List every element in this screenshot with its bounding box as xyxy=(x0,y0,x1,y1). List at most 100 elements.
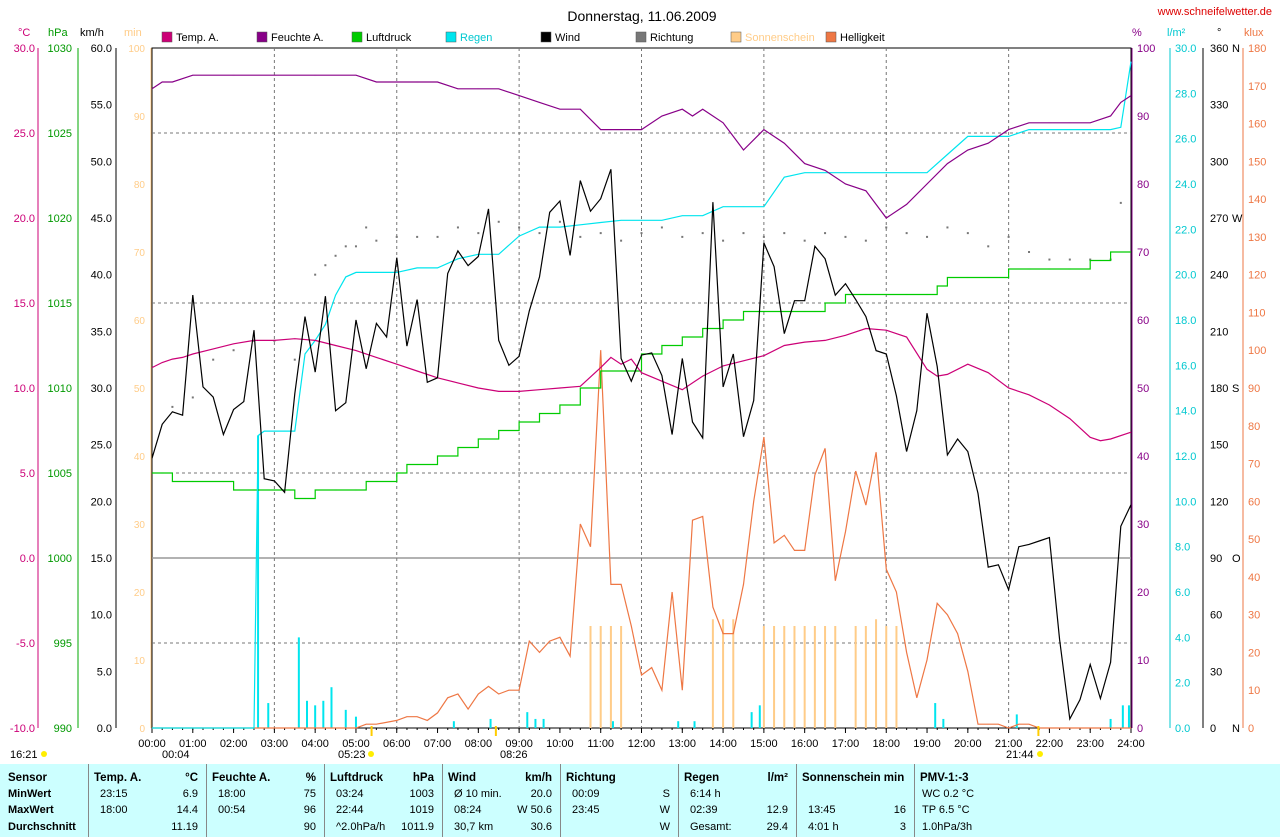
stats-regen-time: 6:14 h xyxy=(690,788,721,800)
rain-tick-label: 6.0 xyxy=(1175,587,1190,599)
wind-line-point xyxy=(395,256,398,259)
humidity-line-point xyxy=(844,183,847,186)
wind-line-point xyxy=(650,351,653,354)
site-link[interactable]: www.schneifelwetter.de xyxy=(1157,6,1272,18)
stats-luft-value: 1019 xyxy=(409,804,434,816)
humidity-line-point xyxy=(538,101,541,104)
brightness-line-point xyxy=(1007,727,1010,730)
axis-unit-klux: klux xyxy=(1244,27,1264,39)
brightness-line-point xyxy=(436,711,439,714)
brightness-line-point xyxy=(854,470,857,473)
rain-cumulative-line-point xyxy=(151,727,154,730)
stats-separator xyxy=(678,764,679,837)
sun-icon xyxy=(368,751,374,757)
temp-tick-label: -10.0 xyxy=(10,723,35,735)
wind-line-point xyxy=(599,197,602,200)
time-tick-label: 06:00 xyxy=(383,738,411,750)
stats-richtung-value: W xyxy=(659,821,670,833)
temperature-line-point xyxy=(1089,436,1092,439)
humidity-line-point xyxy=(824,169,827,172)
wind-line-point xyxy=(304,315,307,318)
wind-line-point xyxy=(701,436,704,439)
axis-unit-kmh: km/h xyxy=(80,27,104,39)
brightness-line-point xyxy=(997,723,1000,726)
axes: °C hPa km/h min% l/m² ° klux -10.0 -5.0 0.0 5.0 10.… xyxy=(10,27,1266,750)
stats-richtung-time: 23:45 xyxy=(572,804,600,816)
brightness-line-point xyxy=(926,659,929,662)
brightness-line-point xyxy=(1048,727,1051,730)
temperature-line-point xyxy=(824,339,827,342)
rain-cumulative-line-point xyxy=(416,266,419,269)
axis-unit-temp: °C xyxy=(18,27,30,39)
temperature-line-point xyxy=(375,356,378,359)
legend-swatch-feuchte xyxy=(256,31,268,43)
wind-line-point xyxy=(895,395,898,398)
pressure-line-point xyxy=(477,438,480,441)
deg-tick-label: 0 xyxy=(1210,723,1216,735)
brightness-line-point xyxy=(650,666,653,669)
humidity-line-point xyxy=(161,81,164,84)
rain-cumulative-line-point xyxy=(253,727,256,730)
stats-header-regen: Regen xyxy=(684,772,720,784)
direction-dot xyxy=(620,239,623,242)
humidity-line-point xyxy=(946,162,949,165)
temperature-line-point xyxy=(273,339,276,342)
dir-tick-label: S xyxy=(1232,383,1239,395)
humidity-line-point xyxy=(1007,128,1010,131)
direction-dot xyxy=(905,232,908,235)
brightness-line-point xyxy=(569,655,572,658)
pressure-line-point xyxy=(813,310,816,313)
direction-dot xyxy=(293,358,296,361)
hpa-tick-label: 1015 xyxy=(48,298,72,310)
rain-cumulative-line-point xyxy=(742,205,745,208)
humidity-line-point xyxy=(457,87,460,90)
humidity-line-point xyxy=(987,142,990,145)
humidity-line-point xyxy=(722,121,725,124)
direction-dot xyxy=(1089,258,1092,261)
grid xyxy=(152,48,1131,728)
pressure-line-point xyxy=(151,472,154,475)
stats-header-unit-feuchte: % xyxy=(305,772,316,784)
deg-tick-label: 330 xyxy=(1210,100,1228,112)
time-tick-label: 17:00 xyxy=(832,738,860,750)
direction-dot xyxy=(579,235,582,238)
wind-line-point xyxy=(875,349,878,352)
stats-pmv-value: 1.0hPa/3h xyxy=(922,821,973,833)
stats-separator xyxy=(324,764,325,837)
rain-cumulative-line-point xyxy=(395,271,398,274)
rain-tick-label: 4.0 xyxy=(1175,632,1190,644)
pressure-line-point xyxy=(304,497,307,500)
min-tick-label: 80 xyxy=(134,180,146,191)
temperature-line xyxy=(151,327,1132,442)
time-tick-label: 23:00 xyxy=(1076,738,1104,750)
pressure-line-point xyxy=(497,429,500,432)
pressure-line-point xyxy=(1089,259,1092,262)
brightness-line-point xyxy=(844,530,847,533)
direction-dot xyxy=(518,226,521,229)
stats-luft-time: ^2.0hPa/h xyxy=(336,821,386,833)
pressure-line-point xyxy=(762,310,765,313)
rain-cumulative-line-point xyxy=(905,171,908,174)
brightness-line-point xyxy=(559,636,562,639)
stats-separator xyxy=(442,764,443,837)
wind-line-point xyxy=(1048,536,1051,539)
wind-line-point xyxy=(151,457,154,460)
rain-cumulative-line-point xyxy=(1028,128,1031,131)
legend-label-regen: Regen xyxy=(460,32,492,44)
kmh-tick-label: 45.0 xyxy=(91,213,112,225)
klux-tick-label: 40 xyxy=(1248,572,1260,584)
stats-header-unit-luft: hPa xyxy=(412,772,434,784)
brightness-line-point xyxy=(365,723,368,726)
humidity-line-point xyxy=(1130,94,1133,97)
rain-cumulative-line-point xyxy=(293,430,296,433)
rain-cumulative-line-point xyxy=(1109,128,1112,131)
temperature-line-point xyxy=(191,353,194,356)
brightness-line-point xyxy=(548,640,551,643)
rain-cumulative-line-point xyxy=(559,226,562,229)
hpa-tick-label: 1005 xyxy=(48,468,72,480)
sunset-time: 21:44 xyxy=(1006,749,1034,761)
rain-tick-label: 12.0 xyxy=(1175,451,1196,463)
stats-pmv-value: TP 6.5 °C xyxy=(922,804,970,816)
temperature-line-point xyxy=(905,336,908,339)
